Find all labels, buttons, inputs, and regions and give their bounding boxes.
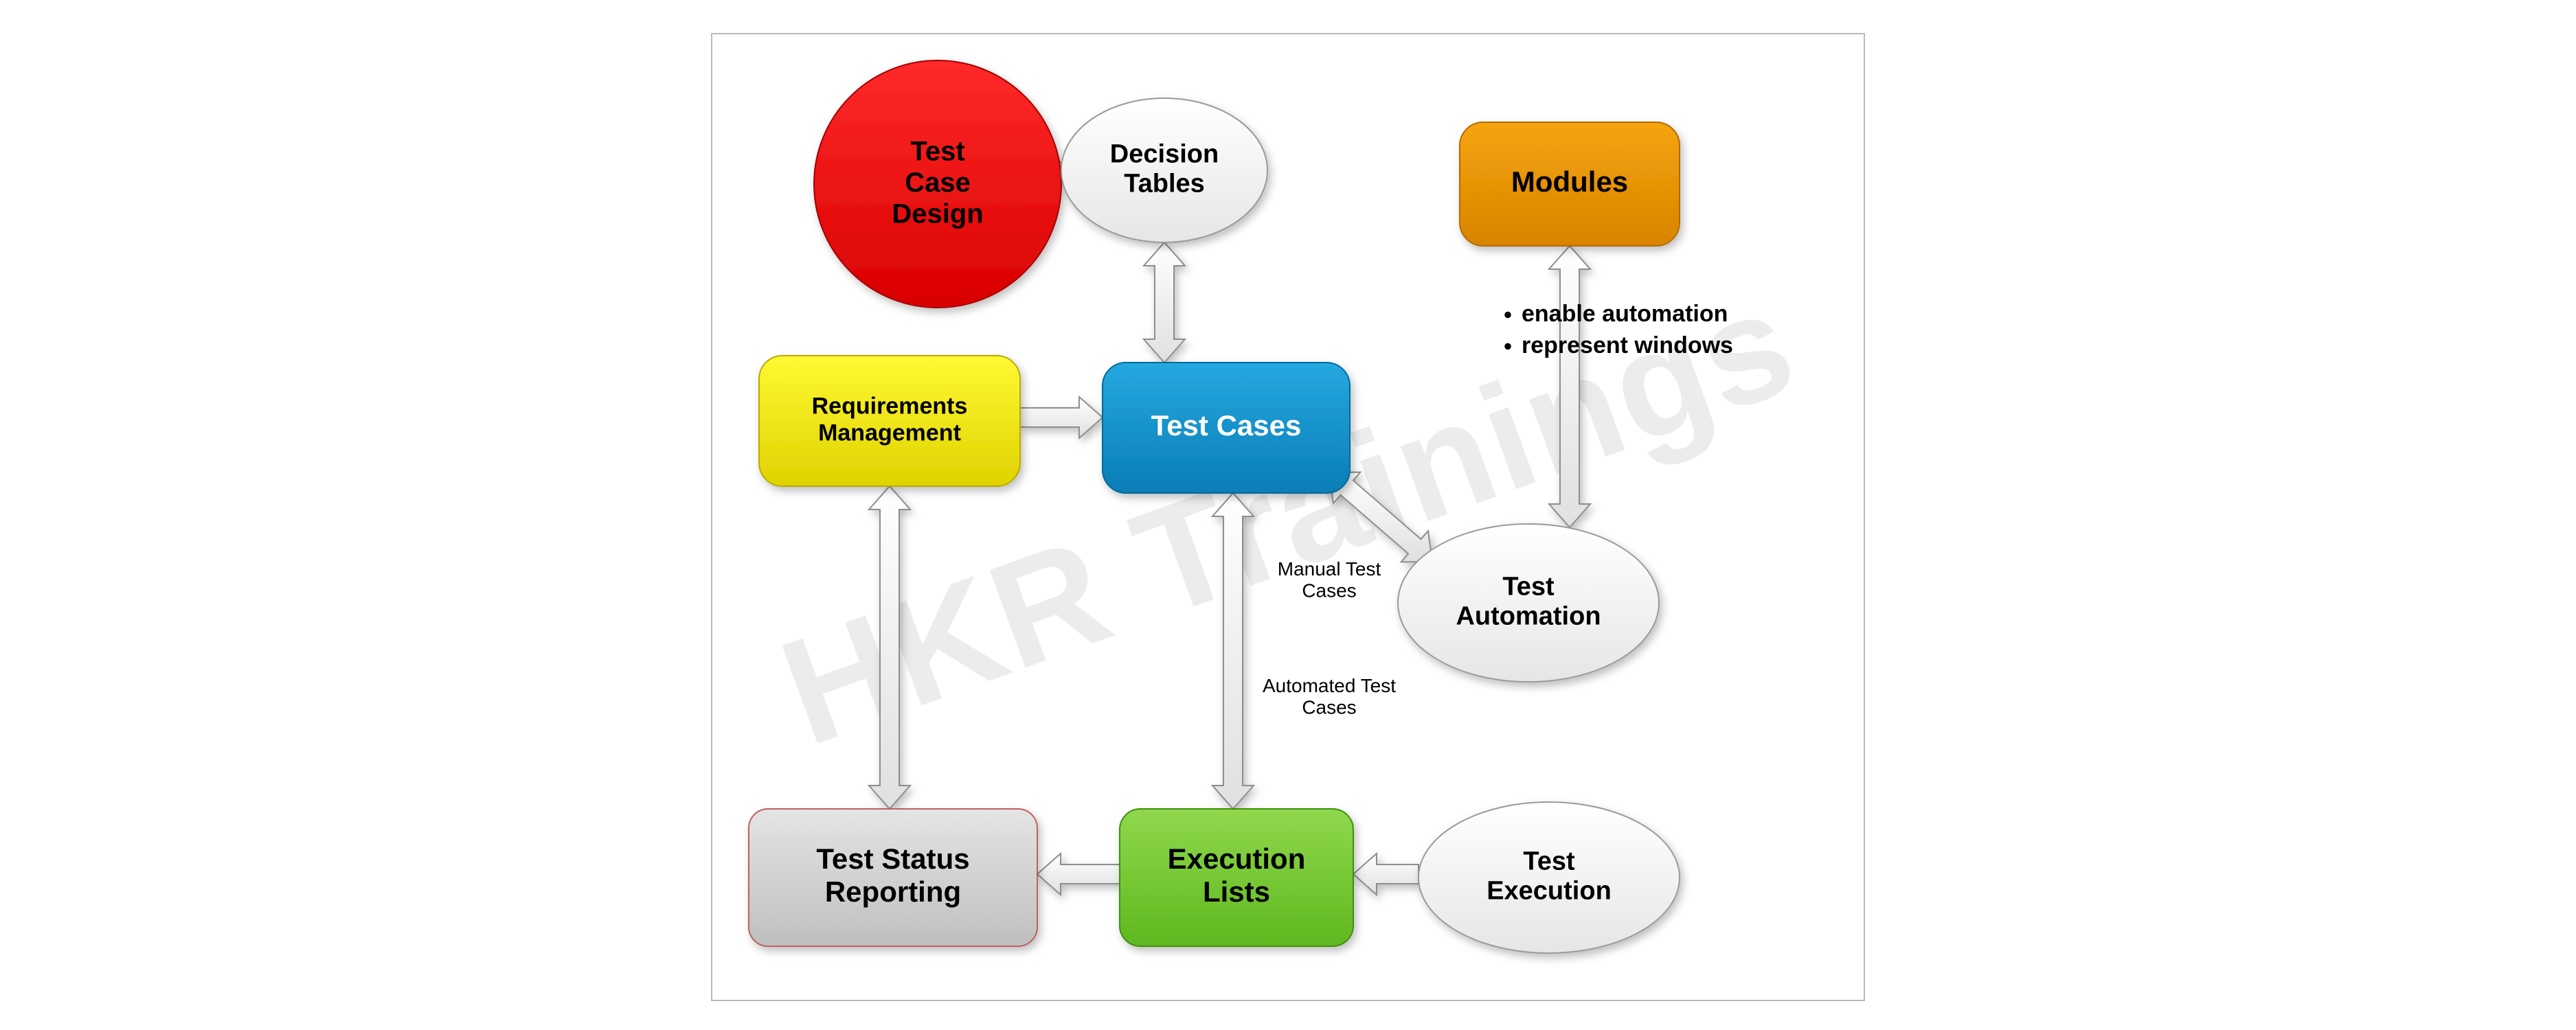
modules-bullets: enable automation represent windows xyxy=(1504,301,1733,358)
svg-text:Test StatusReporting: Test StatusReporting xyxy=(816,843,969,908)
node-tcd: TestCaseDesign xyxy=(814,60,1061,308)
node-te: TestExecution xyxy=(1419,802,1680,953)
svg-text:Modules: Modules xyxy=(1511,165,1628,198)
diagram-frame: HKR Trainings TestCaseDesignDecisionTabl… xyxy=(711,33,1865,1001)
node-ta: TestAutomation xyxy=(1398,524,1659,682)
node-mod: Modules xyxy=(1460,122,1680,246)
svg-text:RequirementsManagement: RequirementsManagement xyxy=(812,393,968,446)
node-req: RequirementsManagement xyxy=(759,356,1020,486)
edge-te-el xyxy=(1353,854,1419,895)
edge-req-tsr xyxy=(869,486,910,809)
edge-label-1: Automated TestCases xyxy=(1263,675,1396,718)
edge-tc-el xyxy=(1212,493,1254,809)
svg-text:DecisionTables: DecisionTables xyxy=(1110,139,1219,198)
edge-mod-ta xyxy=(1549,246,1590,527)
edge-el-tsr xyxy=(1037,854,1120,895)
flowchart-svg: TestCaseDesign DecisionTables Modules Requi… xyxy=(711,33,1865,1001)
node-tsr: Test StatusReporting xyxy=(749,809,1037,946)
svg-text:Test Cases: Test Cases xyxy=(1151,409,1302,442)
node-tc: Test Cases xyxy=(1103,363,1350,493)
edge-dt-tc xyxy=(1144,242,1185,363)
edge-label-0: Manual TestCases xyxy=(1278,558,1381,601)
edge-labels: Manual TestCases Automated TestCases xyxy=(1263,558,1396,718)
node-dt: DecisionTables xyxy=(1061,98,1267,242)
edge-req-tc xyxy=(1020,397,1103,438)
svg-text:represent windows: represent windows xyxy=(1522,332,1733,358)
edge-tc-ta xyxy=(1329,472,1432,562)
svg-text:enable automation: enable automation xyxy=(1522,301,1728,327)
node-el: ExecutionLists xyxy=(1120,809,1353,946)
